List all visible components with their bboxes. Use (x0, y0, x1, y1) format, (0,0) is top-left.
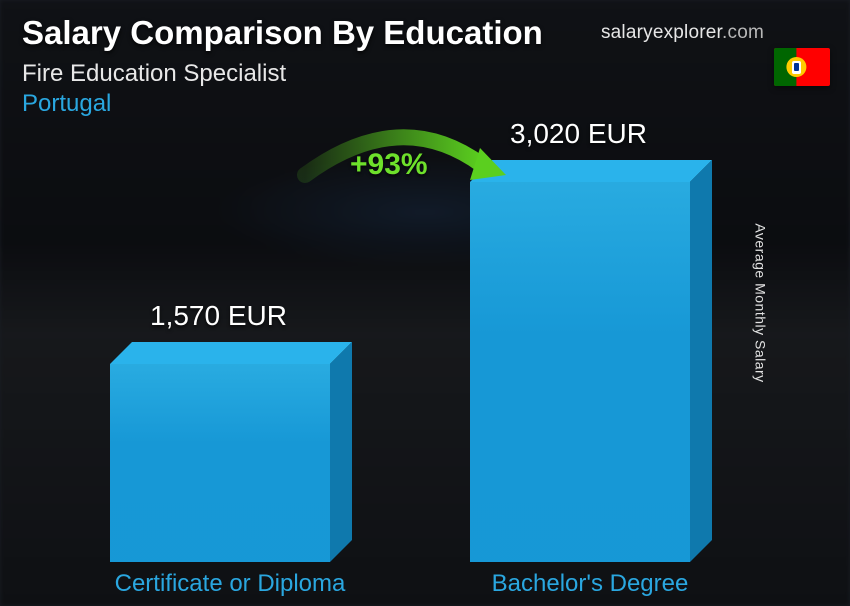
bar-chart: 1,570 EURCertificate or Diploma3,020 EUR… (60, 150, 770, 562)
country-label: Portugal (22, 90, 111, 118)
page-subtitle: Fire Education Specialist (22, 60, 286, 88)
bar-category-label: Bachelor's Degree (450, 570, 730, 598)
bar (110, 364, 330, 562)
brand-name: salaryexplorer (601, 22, 722, 43)
stage: Salary Comparison By Education Fire Educ… (0, 0, 850, 606)
brand-label: salaryexplorer.com (601, 22, 764, 44)
bar-value-label: 1,570 EUR (150, 300, 287, 332)
bar (470, 182, 690, 562)
bar-value-label: 3,020 EUR (510, 118, 647, 150)
brand-suffix: .com (722, 22, 764, 43)
flag-icon (774, 48, 830, 86)
page-title: Salary Comparison By Education (22, 14, 543, 52)
arrow-icon (290, 120, 510, 210)
bar-category-label: Certificate or Diploma (90, 570, 370, 598)
